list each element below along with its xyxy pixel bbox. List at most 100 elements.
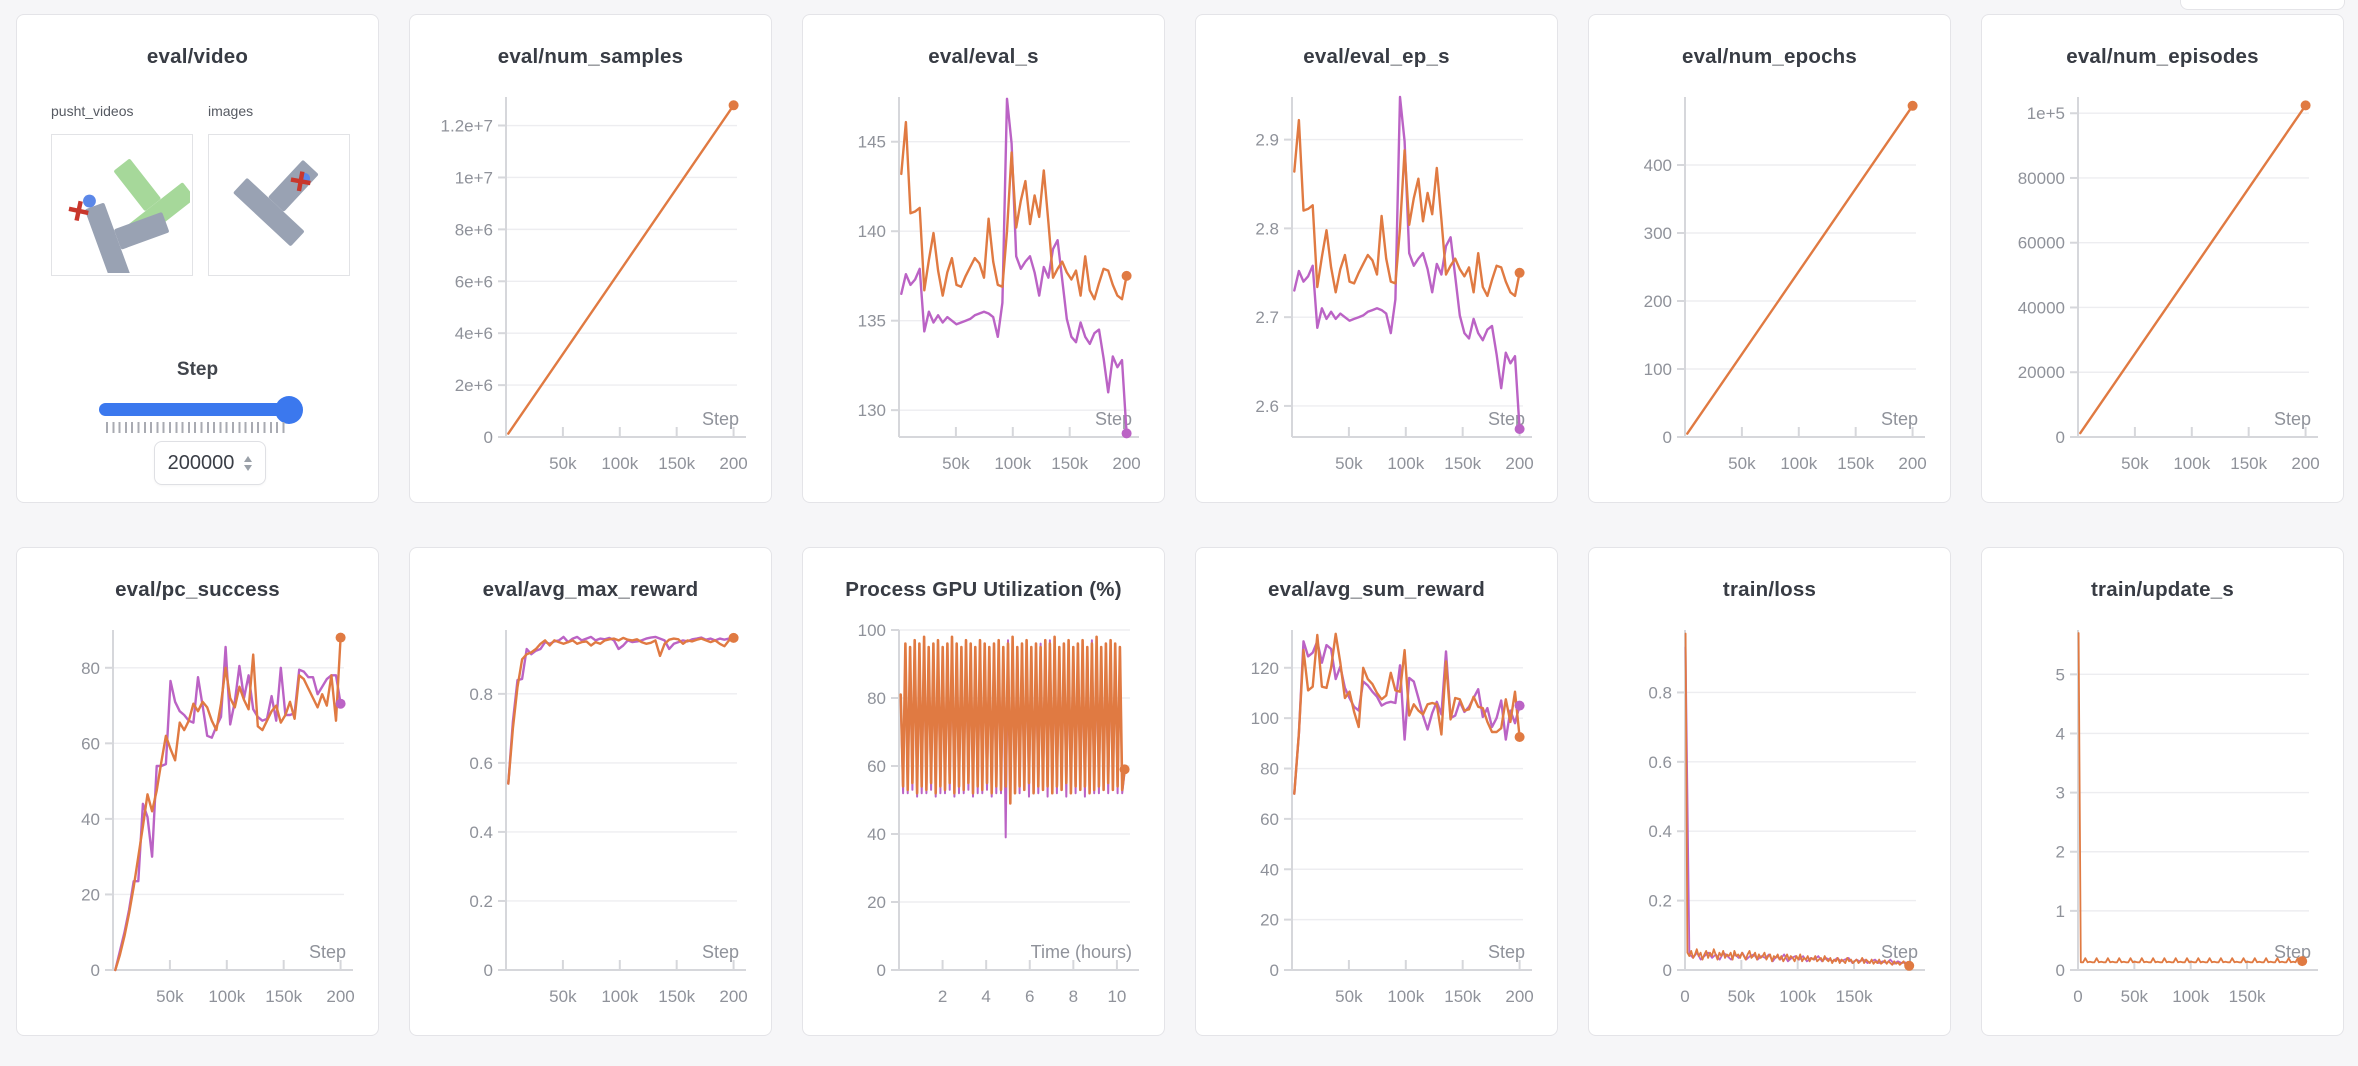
svg-text:0: 0 [1270,961,1279,980]
svg-text:100k: 100k [1779,987,1816,1006]
svg-text:4e+6: 4e+6 [455,324,493,343]
svg-text:20: 20 [81,885,100,904]
panel-eval-num-episodes: eval/num_episodes 0 20000 40000 60000 80000 1… [1981,14,2344,503]
panel-eval-num-epochs: eval/num_epochs 0 100 200 300 400 50k 100k 150k… [1588,14,1951,503]
images-thumbnail[interactable] [208,134,350,276]
chart-plot[interactable]: 0 20000 40000 60000 80000 1e+5 50k 100k 150k 200 S… [1982,75,2344,501]
svg-text:Step: Step [702,942,739,962]
goal-cross-icon [68,200,89,222]
chart-plot[interactable]: 0 0.2 0.4 0.6 0.8 0 50k 100k 150k Step [1589,608,1951,1034]
svg-text:100k: 100k [2173,454,2210,473]
svg-text:50k: 50k [1335,987,1363,1006]
svg-text:0: 0 [484,961,493,980]
svg-text:1: 1 [2056,902,2065,921]
svg-text:150k: 150k [1051,454,1088,473]
svg-text:Step: Step [1488,409,1525,429]
step-slider-track[interactable] [99,403,295,416]
step-slider-handle[interactable] [275,396,304,424]
svg-text:200: 200 [326,987,354,1006]
chart-plot[interactable]: 0 100 200 300 400 50k 100k 150k 200 Step [1589,75,1951,501]
svg-text:150k: 150k [658,454,695,473]
step-value[interactable]: 200000 [167,451,235,474]
svg-text:50k: 50k [549,987,577,1006]
svg-text:50k: 50k [156,987,184,1006]
svg-text:150k: 150k [658,987,695,1006]
svg-text:50k: 50k [549,454,577,473]
step-value-input[interactable]: 200000 [154,441,266,485]
panel-eval-video: eval/video pusht_videos images [16,14,379,503]
svg-text:20: 20 [867,893,886,912]
chart-plot[interactable]: 0 2e+6 4e+6 6e+6 8e+6 1e+7 1.2e+7 50k 100k 150k 20… [410,75,772,501]
svg-text:50k: 50k [2121,987,2149,1006]
svg-text:6e+6: 6e+6 [455,272,493,291]
svg-text:Step: Step [309,942,346,962]
svg-text:80: 80 [867,689,886,708]
svg-text:6: 6 [1025,987,1034,1006]
chart-plot[interactable]: 0 0.2 0.4 0.6 0.8 50k 100k 150k 200 Step [410,608,772,1034]
svg-text:1e+5: 1e+5 [2027,104,2065,123]
svg-text:135: 135 [858,312,886,331]
svg-text:120: 120 [1251,659,1279,678]
chart-plot[interactable]: 130 135 140 145 50k 100k 150k 200 Step [803,75,1165,501]
svg-text:100: 100 [1644,360,1672,379]
spinner-down-icon[interactable] [244,464,253,471]
svg-text:60000: 60000 [2018,234,2065,253]
chart-title: eval/eval_s [928,45,1039,68]
svg-text:2.6: 2.6 [1255,397,1279,416]
svg-text:80000: 80000 [2018,169,2065,188]
svg-text:50k: 50k [1728,987,1756,1006]
svg-text:1e+7: 1e+7 [455,168,493,187]
svg-text:50k: 50k [2121,454,2149,473]
svg-text:0: 0 [877,961,886,980]
svg-text:0: 0 [1663,961,1672,980]
svg-text:3: 3 [2056,784,2065,803]
spinner-up-icon[interactable] [244,455,253,462]
pusht-video-thumbnail[interactable] [51,134,195,284]
svg-text:100k: 100k [1387,987,1424,1006]
svg-text:150k: 150k [1836,987,1873,1006]
svg-text:0.6: 0.6 [469,754,493,773]
svg-text:100k: 100k [1387,454,1424,473]
step-slider-ticks [106,422,287,433]
chart-title: train/loss [1722,578,1817,601]
svg-text:2.8: 2.8 [1255,219,1279,238]
chart-plot[interactable]: 0 20 40 60 80 100 2 4 6 8 10 Time (hours) [803,608,1165,1034]
svg-text:150k: 150k [2229,987,2266,1006]
chart-plot[interactable]: 0 20 40 60 80 100 120 50k 100k 150k 200 Step [1196,608,1558,1034]
panel-train-loss: train/loss 0 0.2 0.4 0.6 0.8 0 50k 100k 150k Step [1588,547,1951,1036]
chart-title: train/update_s [2091,578,2234,601]
pusht-video-frame [68,159,195,284]
chart-plot[interactable]: 0 20 40 60 80 50k 100k 150k 200 Step [17,608,379,1034]
svg-text:0.6: 0.6 [1648,753,1672,772]
svg-text:8e+6: 8e+6 [455,220,493,239]
svg-text:0: 0 [1663,428,1672,447]
svg-text:0: 0 [484,428,493,447]
svg-text:100k: 100k [1780,454,1817,473]
chart-title: eval/num_samples [497,45,684,68]
step-spinner [244,455,253,471]
chart-title: eval/avg_max_reward [482,578,699,601]
svg-text:60: 60 [867,757,886,776]
images-frame [233,160,318,246]
svg-text:2: 2 [938,987,947,1006]
svg-text:0: 0 [2056,961,2065,980]
svg-text:4: 4 [981,987,990,1006]
svg-text:80: 80 [1260,760,1279,779]
svg-text:400: 400 [1644,156,1672,175]
svg-text:Step: Step [2274,409,2311,429]
svg-text:50k: 50k [942,454,970,473]
svg-text:0.2: 0.2 [469,892,493,911]
svg-text:60: 60 [1260,810,1279,829]
cropped-panel-edge [2180,0,2345,10]
svg-text:2.9: 2.9 [1255,131,1279,150]
svg-text:200: 200 [719,987,747,1006]
goal-cross-icon [290,171,311,192]
chart-title: eval/avg_sum_reward [1268,578,1485,601]
svg-text:0.8: 0.8 [469,685,493,704]
svg-text:100k: 100k [994,454,1031,473]
svg-text:Step: Step [1881,409,1918,429]
chart-plot[interactable]: 2.6 2.7 2.8 2.9 50k 100k 150k 200 Step [1196,75,1558,501]
svg-text:150k: 150k [1444,987,1481,1006]
